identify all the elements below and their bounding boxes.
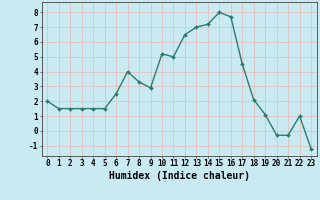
X-axis label: Humidex (Indice chaleur): Humidex (Indice chaleur) bbox=[109, 171, 250, 181]
